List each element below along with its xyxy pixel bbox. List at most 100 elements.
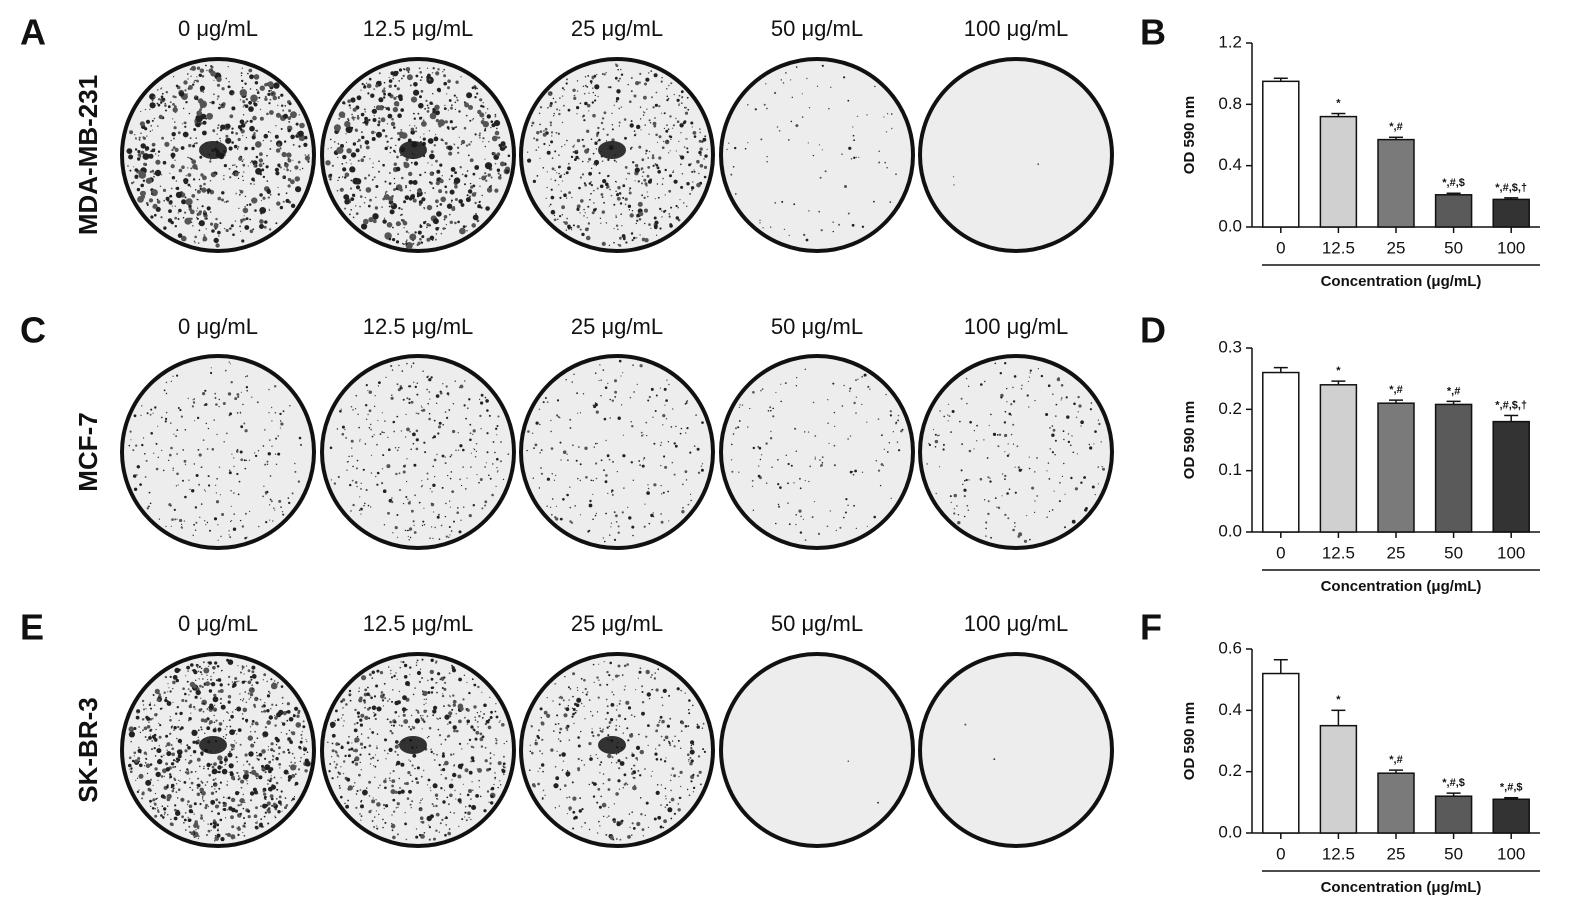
colony [588, 157, 592, 161]
colony [392, 106, 399, 113]
colony [214, 222, 218, 227]
colony [609, 188, 611, 191]
colony [569, 506, 572, 509]
colony [430, 748, 432, 751]
plate [519, 57, 715, 253]
colony [352, 465, 354, 468]
colony [372, 166, 374, 169]
colony [377, 170, 381, 173]
plate-dish [918, 57, 1114, 253]
colony [263, 225, 267, 229]
colony [130, 770, 133, 773]
colony [658, 721, 660, 723]
colony [359, 753, 362, 756]
colony [856, 115, 859, 118]
colony [769, 406, 772, 409]
colony [364, 502, 366, 505]
colony [201, 205, 204, 208]
colony [371, 435, 374, 438]
colony [270, 708, 272, 710]
colony [169, 719, 172, 722]
colony [794, 427, 797, 430]
colony [331, 733, 336, 738]
colony [437, 718, 439, 720]
colony [198, 483, 201, 486]
colony [301, 737, 303, 739]
colony [219, 137, 221, 140]
colony [834, 425, 836, 427]
colony [192, 144, 196, 148]
colony [338, 117, 341, 120]
colony [495, 738, 497, 740]
colony [438, 227, 440, 229]
colony [668, 215, 671, 218]
colony [489, 752, 492, 754]
colony [392, 75, 395, 77]
colony [692, 786, 696, 790]
colony [898, 449, 901, 452]
colony [198, 220, 205, 227]
colony [331, 756, 333, 758]
plate [719, 354, 915, 550]
colony [376, 483, 379, 486]
colony [1028, 406, 1030, 408]
colony [371, 130, 375, 135]
colony [159, 185, 162, 188]
colony [184, 217, 192, 225]
colony [363, 701, 366, 704]
colony [183, 781, 187, 784]
colony [391, 369, 394, 371]
colony [607, 778, 611, 782]
colony [203, 91, 205, 93]
colony [288, 737, 291, 741]
colony [360, 158, 365, 162]
colony [621, 234, 626, 238]
colony [668, 740, 670, 743]
colony [285, 198, 290, 203]
colony [352, 409, 354, 411]
colony [158, 735, 162, 739]
colony [629, 396, 632, 399]
colony [807, 431, 810, 433]
colony [236, 771, 239, 775]
colony [280, 777, 282, 779]
colony [418, 501, 421, 504]
colony [635, 757, 638, 760]
colony [253, 74, 260, 80]
colony [193, 420, 196, 422]
colony [612, 461, 614, 463]
colony [551, 157, 554, 160]
colony [656, 723, 660, 727]
colony [251, 160, 254, 163]
colony [987, 476, 990, 479]
colony [820, 464, 823, 467]
colony [426, 388, 428, 391]
colony [1029, 369, 1032, 372]
colony [214, 484, 217, 486]
colony [224, 369, 227, 372]
colony [351, 116, 355, 120]
colony [682, 507, 684, 509]
colony [306, 751, 309, 753]
colony [187, 771, 190, 774]
colony [187, 816, 189, 819]
colony [688, 759, 690, 761]
colony [502, 765, 504, 767]
colony [262, 790, 265, 793]
colony [454, 221, 457, 225]
colony [400, 762, 405, 767]
colony [200, 780, 203, 783]
colony [142, 704, 145, 706]
colony [206, 206, 211, 211]
colony [413, 89, 420, 96]
concentration-label: 12.5 μg/mL [363, 611, 474, 636]
colony [300, 733, 303, 736]
colony [594, 99, 597, 102]
colony [659, 387, 661, 389]
colony [1012, 423, 1015, 426]
colony [188, 704, 192, 709]
colony [618, 788, 621, 790]
colony [569, 486, 571, 488]
colony [539, 157, 541, 159]
colony [620, 375, 622, 377]
